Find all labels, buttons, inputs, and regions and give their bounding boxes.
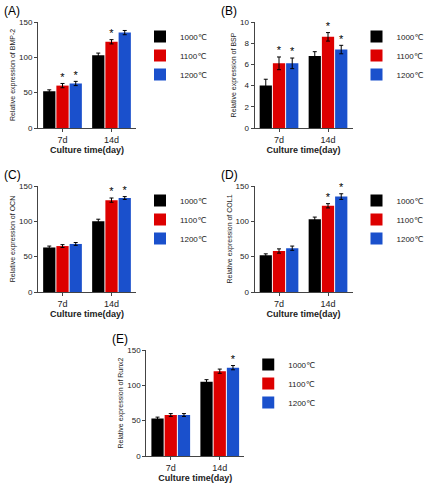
- svg-text:*: *: [277, 44, 282, 56]
- svg-text:100: 100: [127, 381, 141, 390]
- svg-text:1000℃: 1000℃: [288, 361, 315, 370]
- svg-text:*: *: [60, 71, 65, 83]
- svg-text:0: 0: [244, 124, 249, 133]
- svg-text:14d: 14d: [212, 463, 227, 473]
- svg-text:(A): (A): [4, 4, 20, 18]
- svg-text:14d: 14d: [104, 299, 119, 309]
- svg-text:(D): (D): [221, 168, 238, 182]
- svg-text:*: *: [109, 27, 114, 39]
- svg-text:100: 100: [19, 53, 33, 62]
- svg-text:7d: 7d: [57, 299, 67, 309]
- svg-text:1200℃: 1200℃: [180, 71, 207, 80]
- svg-text:(E): (E): [112, 332, 128, 346]
- svg-text:1200℃: 1200℃: [397, 71, 424, 80]
- svg-text:1100℃: 1100℃: [180, 216, 206, 225]
- svg-text:1000℃: 1000℃: [180, 197, 207, 206]
- svg-text:1200℃: 1200℃: [397, 235, 424, 244]
- svg-text:0: 0: [136, 452, 141, 461]
- svg-text:100: 100: [236, 217, 250, 226]
- svg-text:1000℃: 1000℃: [397, 197, 424, 206]
- svg-text:*: *: [339, 33, 344, 45]
- svg-text:7d: 7d: [274, 135, 284, 145]
- svg-text:(C): (C): [4, 168, 21, 182]
- svg-text:7d: 7d: [166, 463, 176, 473]
- svg-text:*: *: [339, 181, 344, 193]
- svg-text:1100℃: 1100℃: [180, 52, 206, 61]
- svg-text:Culture time(day): Culture time(day): [50, 145, 124, 155]
- svg-text:150: 150: [236, 182, 250, 191]
- svg-text:1200℃: 1200℃: [288, 399, 315, 408]
- svg-text:150: 150: [19, 18, 33, 27]
- svg-text:1200℃: 1200℃: [180, 235, 207, 244]
- svg-text:0: 0: [244, 288, 249, 297]
- svg-text:0: 0: [28, 288, 33, 297]
- svg-text:1100℃: 1100℃: [288, 380, 314, 389]
- svg-text:50: 50: [132, 416, 141, 425]
- svg-text:150: 150: [127, 346, 141, 355]
- svg-text:Relative expression of OCN: Relative expression of OCN: [9, 196, 17, 282]
- svg-text:50: 50: [23, 252, 32, 261]
- svg-text:4: 4: [244, 81, 249, 90]
- svg-text:14d: 14d: [104, 135, 119, 145]
- svg-text:*: *: [109, 185, 114, 197]
- svg-text:14d: 14d: [320, 299, 335, 309]
- svg-text:100: 100: [19, 217, 33, 226]
- svg-text:150: 150: [19, 182, 33, 191]
- svg-text:0: 0: [28, 124, 33, 133]
- svg-text:Relative expression of Runx2: Relative expression of Runx2: [117, 357, 125, 448]
- svg-text:14d: 14d: [320, 135, 335, 145]
- svg-text:*: *: [290, 45, 295, 57]
- svg-text:Culture time(day): Culture time(day): [266, 145, 340, 155]
- svg-text:2: 2: [244, 103, 249, 112]
- svg-text:Relative expression of COL1: Relative expression of COL1: [226, 194, 234, 283]
- svg-text:Relative expression of BMP-2: Relative expression of BMP-2: [9, 29, 17, 121]
- svg-text:50: 50: [240, 252, 249, 261]
- svg-text:*: *: [231, 353, 236, 365]
- svg-text:6: 6: [244, 60, 249, 69]
- svg-text:1100℃: 1100℃: [397, 52, 423, 61]
- svg-text:10: 10: [240, 18, 249, 27]
- svg-text:*: *: [74, 69, 79, 81]
- svg-text:7d: 7d: [57, 135, 67, 145]
- svg-text:Relative expression of BSP: Relative expression of BSP: [230, 32, 238, 117]
- svg-text:Culture time(day): Culture time(day): [50, 309, 124, 319]
- svg-text:*: *: [123, 184, 128, 196]
- svg-text:Culture time(day): Culture time(day): [266, 309, 340, 319]
- svg-text:1000℃: 1000℃: [180, 33, 207, 42]
- svg-text:Culture time(day): Culture time(day): [158, 473, 232, 483]
- svg-text:(B): (B): [221, 4, 237, 18]
- svg-text:1000℃: 1000℃: [397, 33, 424, 42]
- svg-text:*: *: [326, 191, 331, 203]
- svg-text:50: 50: [23, 88, 32, 97]
- svg-text:8: 8: [244, 39, 249, 48]
- svg-text:1100℃: 1100℃: [397, 216, 423, 225]
- svg-text:7d: 7d: [274, 299, 284, 309]
- svg-text:*: *: [326, 20, 331, 32]
